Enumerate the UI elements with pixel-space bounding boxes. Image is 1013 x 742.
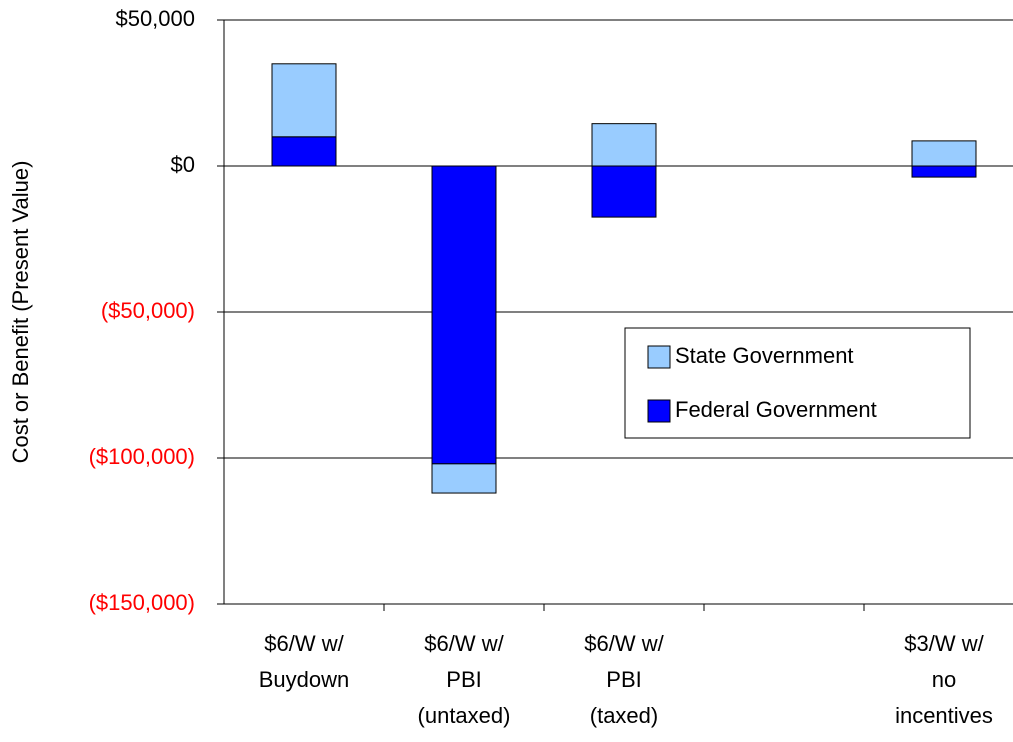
legend-swatch bbox=[647, 399, 671, 423]
bar-segment bbox=[911, 165, 977, 178]
bar-segment bbox=[591, 165, 657, 218]
bar-segment bbox=[911, 140, 977, 167]
bar-segment bbox=[431, 463, 497, 494]
bar-segment bbox=[271, 136, 337, 167]
x-tick-label: $6/W w/ Buydown bbox=[258, 631, 350, 692]
y-tick-label: ($150,000) bbox=[89, 590, 195, 615]
y-tick-label: ($100,000) bbox=[89, 444, 195, 469]
legend-label: State Government bbox=[675, 343, 854, 368]
y-axis-label: Cost or Benefit (Present Value) bbox=[8, 161, 33, 464]
y-tick-label: $0 bbox=[171, 152, 195, 177]
bar-segment bbox=[591, 123, 657, 167]
y-tick-label: $50,000 bbox=[115, 6, 195, 31]
x-tick-label: $6/W w/ PBI (untaxed) bbox=[417, 631, 511, 728]
bar-segment bbox=[431, 165, 497, 465]
legend-swatch bbox=[647, 345, 671, 369]
bar-segment bbox=[271, 63, 337, 138]
legend-label: Federal Government bbox=[675, 397, 877, 422]
x-tick-label: $6/W w/ PBI (taxed) bbox=[584, 631, 664, 728]
legend-box bbox=[624, 327, 971, 439]
x-tick-label: $3/W w/ no incentives bbox=[895, 631, 993, 728]
y-tick-label: ($50,000) bbox=[101, 298, 195, 323]
